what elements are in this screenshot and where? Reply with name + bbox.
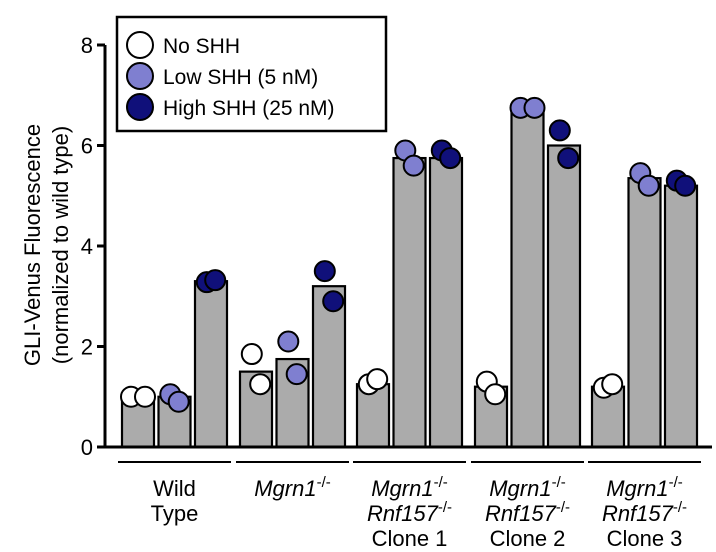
bar [510, 106, 545, 449]
data-point [548, 119, 571, 142]
data-point [366, 368, 389, 391]
group-label: Clone 3 [607, 526, 683, 551]
legend-marker [126, 93, 154, 121]
data-point [322, 290, 345, 313]
data-point [439, 147, 462, 170]
axes: 0 2 4 6 8 [81, 33, 712, 460]
y-axis-title-line1: GLI-Venus Fluorescence [20, 124, 45, 366]
data-point [313, 260, 336, 283]
group-label: Wild [153, 476, 196, 501]
data-point [249, 373, 272, 396]
y-axis-title: GLI-Venus Fluorescence (normalized to wi… [20, 124, 73, 366]
legend: No SHH Low SHH (5 nM) High SHH (25 nM) [115, 15, 388, 133]
legend-marker [126, 62, 154, 90]
y-tick-label: 0 [81, 435, 93, 460]
data-point [167, 390, 190, 413]
data-point [601, 373, 624, 396]
bar [663, 184, 699, 449]
bar [311, 285, 347, 449]
legend-box [115, 15, 388, 133]
data-point [285, 363, 308, 386]
y-axis-title-line2: (normalized to wild type) [48, 126, 73, 364]
group-label: Clone 1 [372, 526, 448, 551]
legend-label: High SHH (25 nM) [163, 97, 335, 120]
data-point [557, 147, 580, 170]
data-point [674, 174, 697, 197]
group-label: Clone 2 [490, 526, 566, 551]
group-label: Mgrn1-/- [606, 474, 683, 501]
bar [428, 156, 464, 449]
group-label: Mgrn1-/- [254, 474, 331, 501]
y-tick-label: 8 [81, 33, 93, 58]
y-tick-label: 6 [81, 134, 93, 159]
bar [546, 144, 582, 449]
group-label: Type [151, 501, 199, 526]
y-tick-label: 2 [81, 335, 93, 360]
bar [193, 280, 229, 449]
legend-label: No SHH [163, 35, 240, 58]
data-points [120, 96, 697, 413]
legend-marker [126, 31, 154, 59]
bar [392, 156, 427, 449]
data-point [402, 154, 425, 177]
data-point [523, 96, 546, 119]
group-label: Mgrn1-/- [371, 474, 448, 501]
group-label: Mgrn1-/- [489, 474, 566, 501]
data-point [277, 330, 300, 353]
data-point [484, 383, 507, 406]
bar [627, 177, 662, 449]
data-point [204, 269, 227, 292]
y-tick-label: 4 [81, 234, 93, 259]
data-point [637, 174, 660, 197]
data-point [134, 385, 156, 408]
group-label: Rnf157-/- [602, 499, 687, 526]
legend-label: Low SHH (5 nM) [163, 66, 318, 89]
group-label: Rnf157-/- [485, 499, 570, 526]
group-label: Rnf157-/- [367, 499, 452, 526]
data-point [240, 343, 263, 366]
